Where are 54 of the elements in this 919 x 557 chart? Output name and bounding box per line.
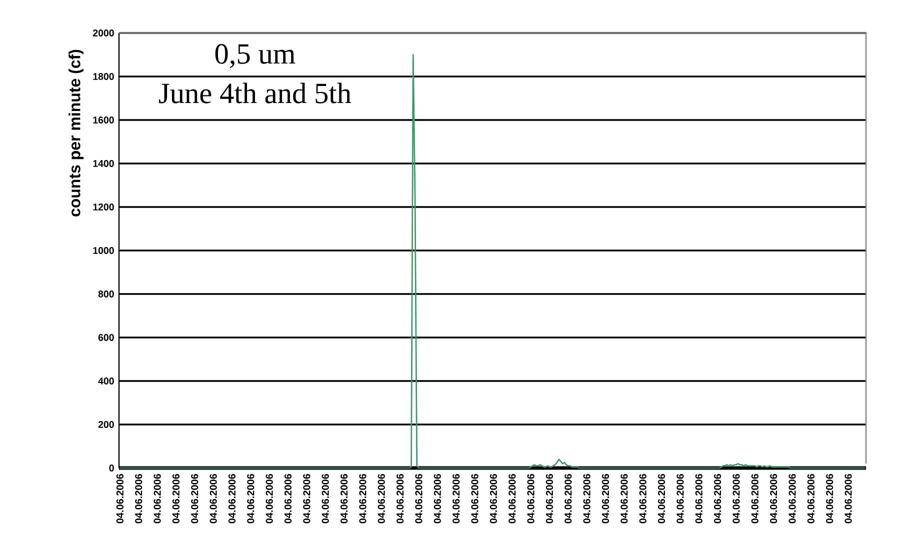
y-tick-label: 1800 bbox=[93, 73, 114, 80]
x-tick-label: 04.06.2006 bbox=[396, 474, 404, 524]
x-tick-label: 04.06.2006 bbox=[583, 474, 590, 524]
y-tick-label: 400 bbox=[98, 378, 114, 384]
x-tick-label: 04.06.2006 bbox=[695, 474, 702, 524]
x-tick-label: 04.06.2006 bbox=[527, 474, 534, 524]
x-tick-label: 04.06.2006 bbox=[210, 474, 217, 524]
x-tick-label: 04.06.2006 bbox=[807, 474, 814, 524]
x-tick-label: 04.06.2006 bbox=[508, 474, 516, 524]
text: June 4th and 5th bbox=[159, 82, 352, 104]
x-tick-label: 04.06.2006 bbox=[826, 474, 834, 524]
x-tick-label: 04.06.2006 bbox=[191, 474, 198, 524]
x-tick-label: 04.06.2006 bbox=[770, 474, 778, 524]
x-tick-label: 04.06.2006 bbox=[340, 474, 348, 524]
x-tick-label: 04.06.2006 bbox=[135, 474, 142, 524]
y-tick-label: 1000 bbox=[93, 247, 114, 254]
y-tick-label: 2000 bbox=[92, 30, 114, 36]
x-tick-label: 04.06.2006 bbox=[452, 474, 460, 524]
y-tick-label: 1200 bbox=[93, 204, 114, 210]
x-tick-label: 04.06.2006 bbox=[714, 474, 722, 524]
x-tick-label: 04.06.2006 bbox=[172, 474, 180, 524]
x-tick-label: 04.06.2006 bbox=[154, 474, 161, 524]
x-tick-label: 04.06.2006 bbox=[676, 474, 684, 524]
x-tick-label: 04.06.2006 bbox=[546, 474, 554, 524]
x-tick-label: 04.06.2006 bbox=[490, 474, 497, 524]
x-tick-label: 04.06.2006 bbox=[322, 474, 329, 524]
x-tick-label: 04.06.2006 bbox=[359, 474, 366, 524]
x-tick-label: 04.06.2006 bbox=[639, 474, 646, 524]
y-tick-label: 600 bbox=[98, 334, 114, 341]
y-tick-label: 200 bbox=[98, 421, 114, 428]
x-tick-label: 04.06.2006 bbox=[247, 474, 254, 524]
x-tick-label: 04.06.2006 bbox=[602, 474, 610, 524]
y-axis-title: counts per minute (cf) bbox=[68, 50, 84, 216]
y-tick-label: 800 bbox=[98, 290, 114, 298]
x-tick-label: 04.06.2006 bbox=[788, 474, 796, 524]
x-tick-label: 04.06.2006 bbox=[658, 474, 666, 524]
x-tick-label: 04.06.2006 bbox=[378, 474, 385, 524]
x-tick-label: 04.06.2006 bbox=[620, 474, 628, 524]
x-tick-label: 04.06.2006 bbox=[303, 474, 310, 524]
x-tick-label: 04.06.2006 bbox=[284, 474, 292, 524]
chart-title: 0,5 um bbox=[215, 44, 296, 68]
x-tick-label: 04.06.2006 bbox=[732, 474, 740, 524]
x-tick-label: 04.06.2006 bbox=[751, 474, 758, 524]
x-tick-label: 04.06.2006 bbox=[266, 474, 273, 524]
x-tick-label: 04.06.2006 bbox=[471, 474, 478, 524]
x-tick-label: 04.06.2006 bbox=[564, 474, 572, 524]
y-tick-label: 0 bbox=[109, 464, 114, 472]
x-tick-label: 04.06.2006 bbox=[415, 474, 422, 524]
y-tick-label: 1400 bbox=[93, 160, 114, 167]
x-tick-label: 04.06.2006 bbox=[228, 474, 236, 524]
y-tick-label: 1600 bbox=[93, 116, 114, 124]
x-tick-label: 04.06.2006 bbox=[844, 474, 852, 524]
x-tick-label: 04.06.2006 bbox=[434, 474, 441, 524]
x-tick-label: 04.06.2006 bbox=[116, 474, 124, 524]
